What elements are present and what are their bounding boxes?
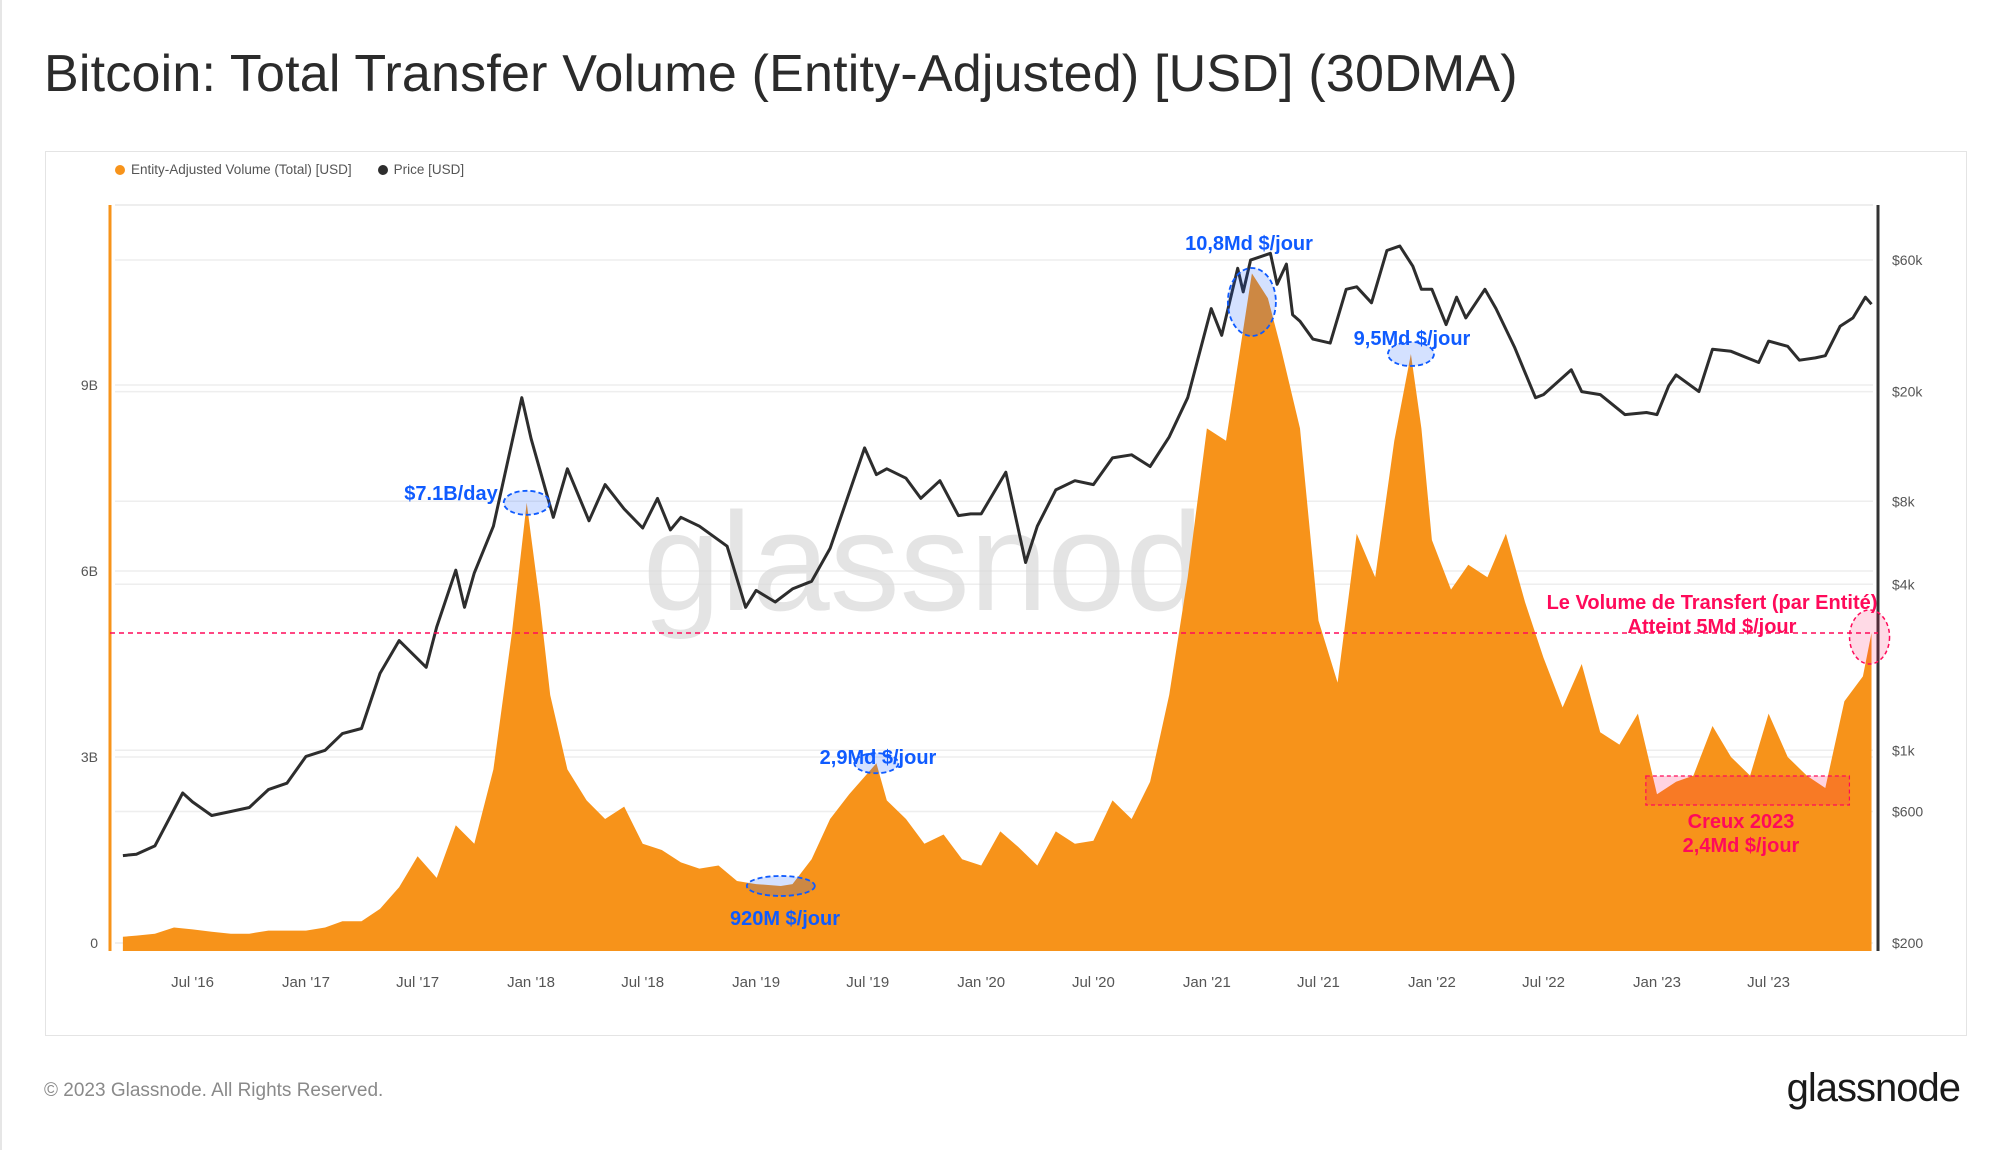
x-tick-label: Jan '19 [732,974,780,991]
glassnode-logo[interactable]: glassnode [1786,1066,1961,1110]
watermark-logo: glassnode [643,483,1281,640]
legend-dot-icon [377,164,388,175]
y-right-tick-label: $200 [1892,935,1923,951]
x-tick-label: Jan '23 [1633,974,1681,991]
annotation-label: Creux 2023 [1688,811,1795,833]
x-tick-label: Jul '17 [396,974,439,991]
y-right-tick-label: $1k [1892,742,1916,758]
x-tick-label: Jan '18 [507,974,555,991]
annotation-label: 10,8Md $/jour [1185,233,1313,255]
legend-label: Price [USD] [393,162,465,177]
y-left-tick-label: 3B [81,749,98,765]
x-tick-label: Jul '20 [1072,974,1115,991]
x-tick-label: Jan '22 [1408,974,1456,991]
y-right-tick-label: $4k [1892,576,1916,592]
legend-label: Entity-Adjusted Volume (Total) [USD] [131,162,352,177]
annotation-label: 920M $/jour [730,908,840,930]
x-tick-label: Jul '18 [621,974,664,991]
volume-area [122,273,1872,951]
page-title: Bitcoin: Total Transfer Volume (Entity-A… [44,45,1518,103]
annotation-label: Le Volume de Transfert (par Entité) [1547,592,1878,614]
x-tick-label: Jan '20 [957,974,1005,991]
annotation-ellipse [853,752,900,775]
y-left-tick-label: 6B [81,563,98,579]
annotation-ellipse [1226,267,1277,337]
legend-dot-icon [115,164,125,175]
x-tick-label: Jan '21 [1183,974,1231,991]
chart-legend: Entity-Adjusted Volume (Total) [USD] Pri… [115,162,464,177]
annotation-ellipse [1387,341,1435,367]
x-tick-label: Jul '16 [171,974,214,991]
y-right-tick-label: $60k [1892,252,1923,268]
y-left-tick-label: 9B [81,377,98,393]
annotation-ellipse [745,875,816,897]
annotation-label: $7.1B/day [404,483,498,505]
x-tick-label: Jul '21 [1297,974,1340,991]
x-tick-label: Jul '23 [1747,974,1790,991]
annotation-box [1645,775,1851,806]
annotation-ellipse [1848,609,1891,665]
y-right-tick-label: $20k [1892,384,1923,400]
y-left-tick-label: 0 [90,935,98,951]
annotation-label: 2,4Md $/jour [1683,835,1800,857]
y-right-tick-label: $600 [1892,803,1923,819]
annotation-label: 2,9Md $/jour [820,747,937,769]
legend-item-volume[interactable]: Entity-Adjusted Volume (Total) [USD] [115,162,352,177]
annotation-label: Atteint 5Md $/jour [1628,616,1797,638]
annotation-label: 9,5Md $/jour [1354,328,1471,350]
annotation-ellipse [502,489,551,516]
y-right-tick-label: $8k [1892,493,1916,509]
price-line [122,244,1873,858]
chart-card [45,151,1967,1036]
x-tick-label: Jul '22 [1522,974,1565,991]
x-tick-label: Jan '17 [282,974,330,991]
x-tick-label: Jul '19 [846,974,889,991]
legend-item-price[interactable]: Price [USD] [377,162,465,177]
copyright: © 2023 Glassnode. All Rights Reserved. [44,1080,384,1101]
